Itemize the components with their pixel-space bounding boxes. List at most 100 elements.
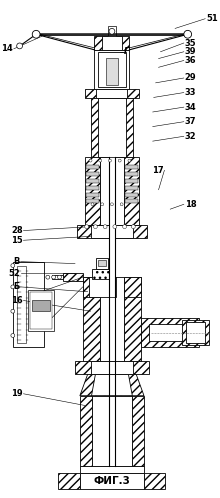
Circle shape: [94, 225, 97, 229]
Text: 39: 39: [185, 47, 196, 56]
Text: 14: 14: [1, 44, 13, 53]
Text: ФИГ.3: ФИГ.3: [94, 476, 130, 486]
Bar: [125, 172, 138, 176]
Bar: [108, 26, 116, 36]
Bar: [118, 99, 133, 157]
Bar: [77, 225, 147, 239]
Bar: [30, 292, 52, 329]
Circle shape: [103, 225, 107, 229]
Bar: [109, 157, 115, 297]
Text: 15: 15: [11, 236, 22, 245]
Bar: [85, 157, 100, 225]
Bar: [59, 474, 80, 489]
Bar: [125, 193, 138, 197]
Bar: [85, 89, 139, 99]
Circle shape: [123, 225, 126, 229]
Bar: [13, 261, 44, 347]
Bar: [91, 225, 133, 239]
Bar: [141, 318, 199, 347]
Bar: [98, 52, 126, 87]
Text: 34: 34: [185, 103, 196, 112]
Text: 32: 32: [185, 132, 196, 141]
Bar: [125, 186, 138, 190]
Circle shape: [89, 159, 92, 162]
Bar: [98, 259, 106, 265]
Bar: [96, 89, 127, 99]
Circle shape: [11, 309, 15, 313]
Circle shape: [52, 275, 56, 279]
Bar: [125, 165, 138, 169]
Circle shape: [99, 159, 102, 162]
Bar: [83, 277, 100, 297]
Text: 36: 36: [185, 56, 196, 65]
Polygon shape: [92, 374, 132, 396]
Bar: [144, 474, 165, 489]
Text: 33: 33: [185, 88, 196, 97]
Bar: [124, 157, 139, 225]
Bar: [124, 277, 141, 361]
Bar: [86, 186, 99, 190]
Bar: [132, 396, 144, 466]
Bar: [80, 474, 144, 489]
Text: 16: 16: [11, 296, 22, 305]
Polygon shape: [80, 374, 144, 396]
Bar: [182, 320, 209, 345]
Text: 29: 29: [185, 74, 196, 83]
Bar: [86, 165, 99, 169]
Bar: [86, 199, 99, 203]
Circle shape: [85, 225, 89, 229]
Bar: [89, 277, 116, 297]
Circle shape: [91, 203, 94, 206]
Bar: [75, 361, 149, 374]
Bar: [86, 172, 99, 176]
Circle shape: [184, 30, 192, 38]
Circle shape: [108, 159, 112, 162]
Bar: [96, 258, 108, 269]
Circle shape: [46, 275, 50, 279]
Bar: [83, 277, 100, 361]
Text: 17: 17: [152, 166, 163, 175]
Bar: [91, 361, 133, 374]
Bar: [52, 275, 63, 279]
Bar: [63, 273, 83, 281]
Text: 51: 51: [206, 14, 218, 23]
Circle shape: [57, 275, 61, 279]
Bar: [86, 179, 99, 183]
Bar: [17, 265, 26, 343]
Circle shape: [131, 225, 135, 229]
Circle shape: [17, 43, 22, 49]
Text: 37: 37: [185, 117, 196, 126]
Bar: [80, 396, 92, 466]
Text: 35: 35: [185, 38, 196, 47]
Text: 52: 52: [8, 269, 20, 278]
Bar: [186, 322, 205, 343]
Circle shape: [32, 30, 40, 38]
Bar: [92, 396, 132, 466]
Circle shape: [120, 203, 123, 206]
Circle shape: [109, 28, 115, 34]
Bar: [124, 277, 141, 297]
Circle shape: [128, 159, 131, 162]
Bar: [91, 99, 106, 157]
Text: 18: 18: [185, 200, 196, 209]
Bar: [100, 157, 124, 225]
Circle shape: [11, 263, 15, 267]
Bar: [92, 269, 112, 279]
Circle shape: [11, 334, 15, 338]
Bar: [102, 36, 122, 50]
Bar: [106, 58, 118, 85]
Text: Г: Г: [124, 47, 129, 56]
Circle shape: [101, 203, 104, 206]
Circle shape: [113, 225, 117, 229]
Bar: [28, 290, 54, 331]
Bar: [98, 99, 126, 157]
Bar: [149, 324, 199, 341]
Circle shape: [110, 203, 113, 206]
Bar: [125, 179, 138, 183]
Bar: [94, 50, 129, 89]
Circle shape: [11, 285, 15, 289]
Bar: [80, 466, 144, 474]
Bar: [86, 193, 99, 197]
Text: Б: Б: [13, 282, 20, 291]
Bar: [100, 277, 124, 361]
